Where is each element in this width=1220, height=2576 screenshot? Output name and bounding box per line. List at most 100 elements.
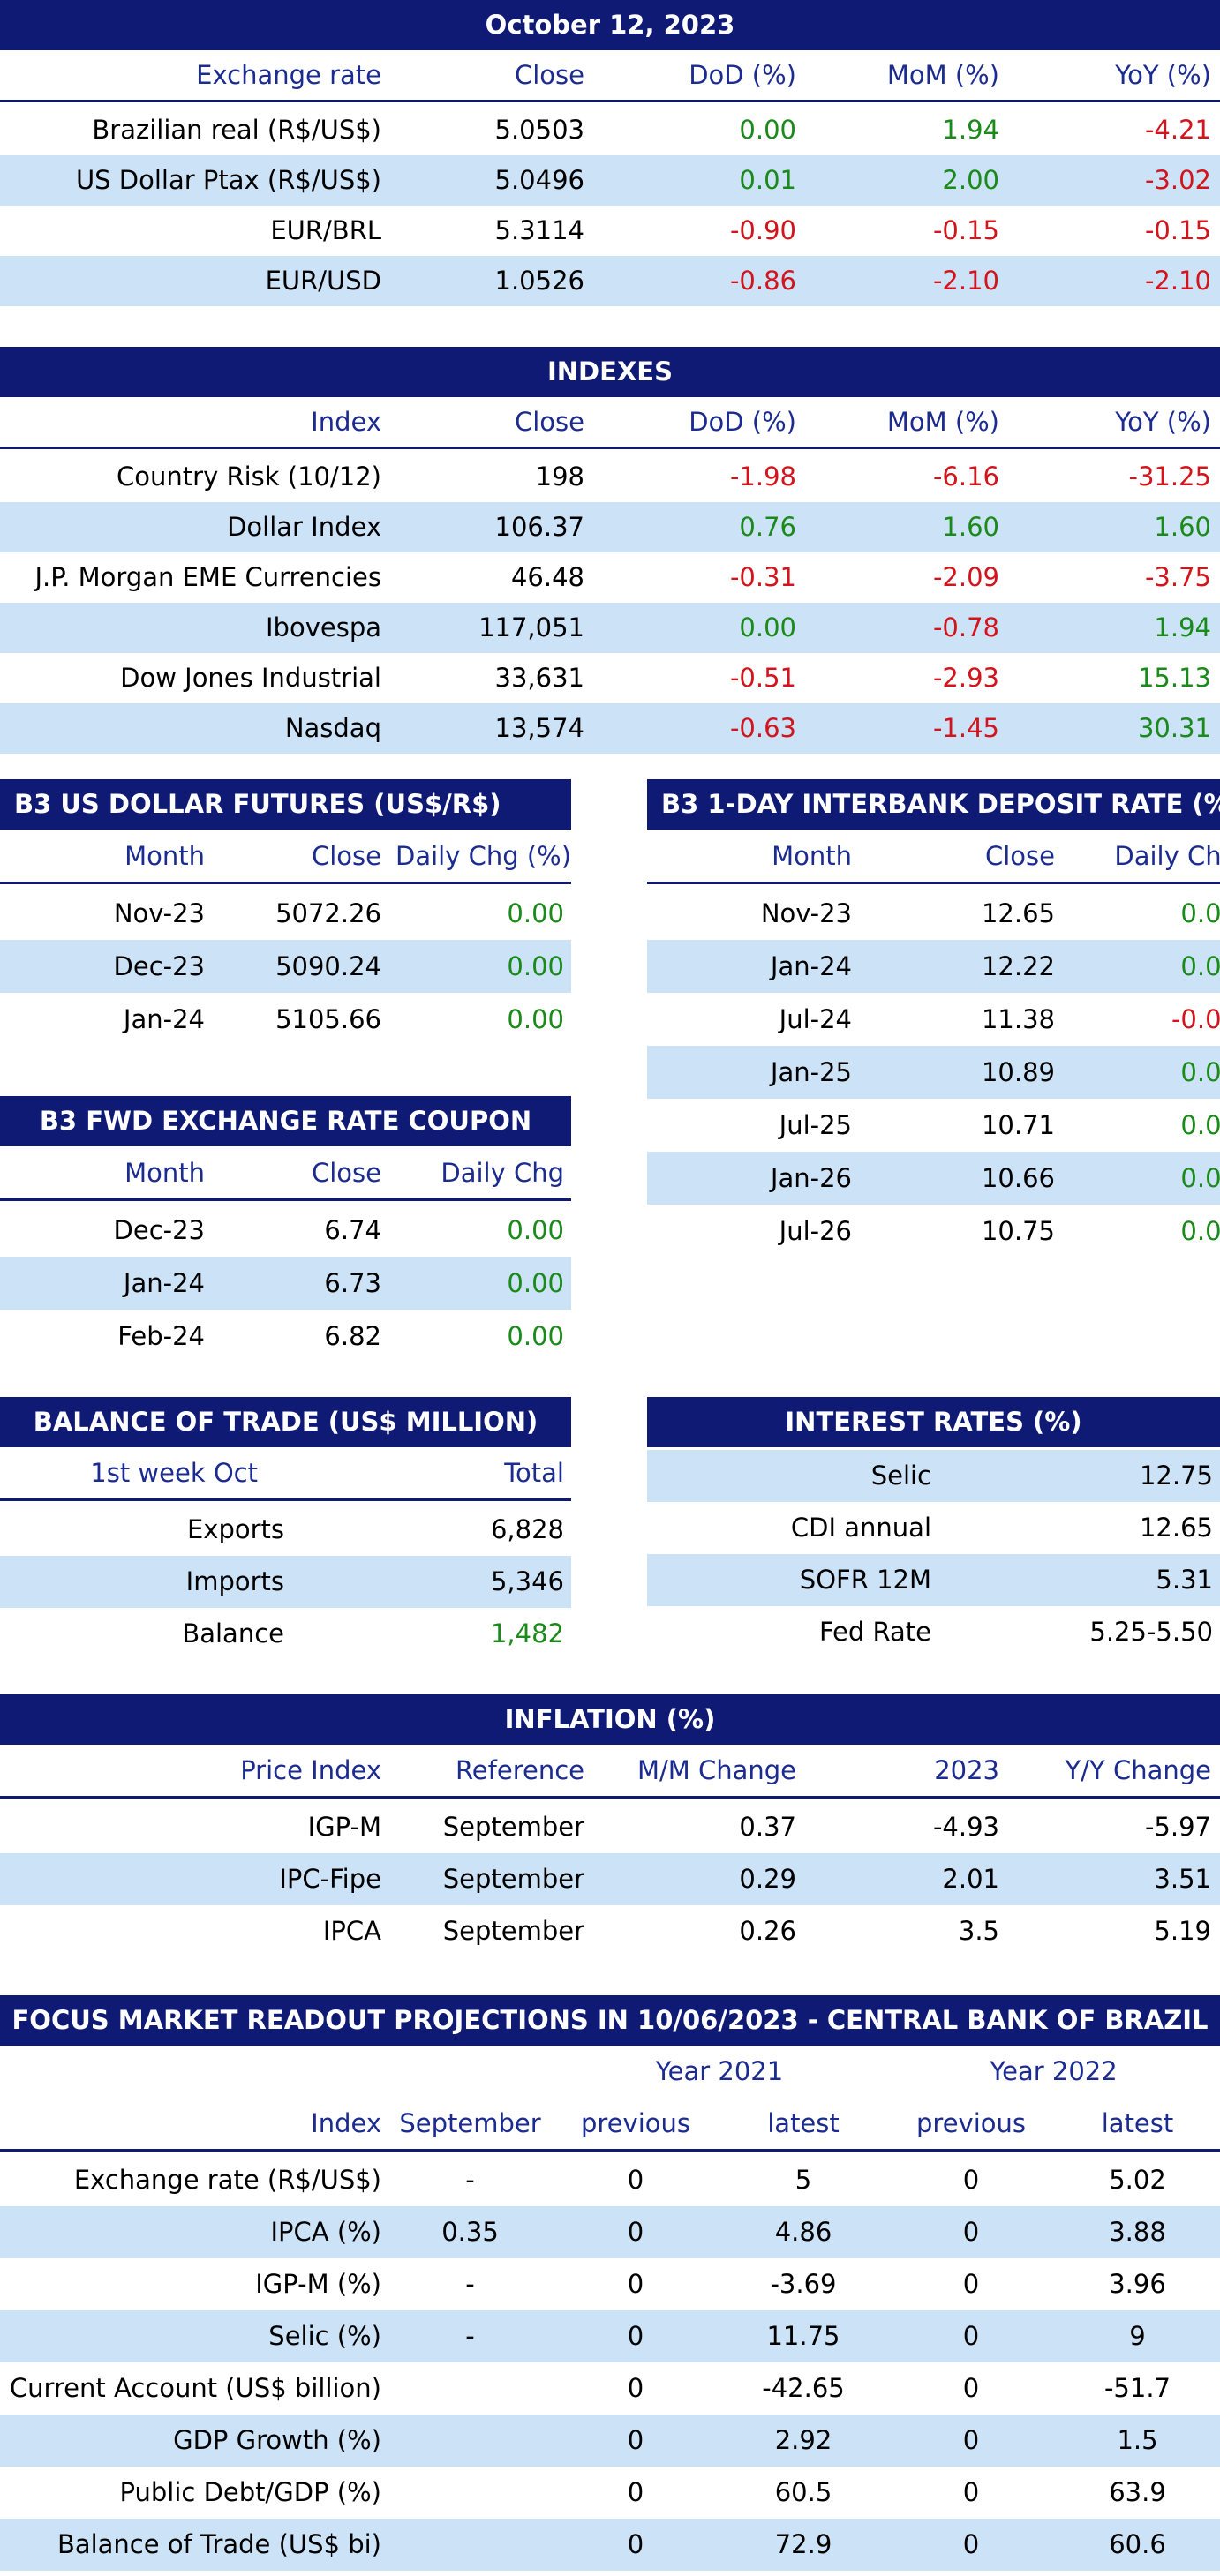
table-cell: -2.10 xyxy=(1144,266,1211,296)
row-label: Feb-24 xyxy=(117,1321,205,1351)
row-label: Nov-23 xyxy=(113,898,205,928)
table-cell: 0 xyxy=(962,2165,980,2195)
exchange-rate-table-title: October 12, 2023 xyxy=(0,0,1220,50)
table-cell: 0 xyxy=(627,2165,644,2195)
indexes-table-column-headers: Index Close DoD (%) MoM (%) YoY (%) xyxy=(0,397,1220,449)
table-row: IPCA (%) 0.35 0 4.86 0 3.88 xyxy=(0,2206,1220,2258)
table-cell: 5.25-5.50 xyxy=(1089,1617,1213,1647)
table-cell: -0.51 xyxy=(729,663,796,693)
table-cell: - xyxy=(465,2165,475,2195)
row-label: Dec-23 xyxy=(113,1215,205,1245)
balance-of-trade-table-column-headers: 1st week Oct Total xyxy=(0,1447,571,1501)
row-label: Balance xyxy=(182,1618,284,1648)
row-label: Selic (%) xyxy=(268,2321,381,2351)
row-label: Fed Rate xyxy=(818,1617,931,1647)
table-cell: -3.75 xyxy=(1144,562,1211,592)
column-header: DoD (%) xyxy=(689,60,796,90)
table-cell: 60.6 xyxy=(1109,2529,1166,2559)
column-header: Close xyxy=(515,60,584,90)
table-row: Jan-24 5105.66 0.00 xyxy=(0,993,571,1046)
table-cell: -3.69 xyxy=(770,2269,837,2299)
table-cell: -0.86 xyxy=(729,266,796,296)
table-cell: -0.01 xyxy=(1171,1004,1220,1034)
table-cell: 12.65 xyxy=(1139,1513,1213,1543)
table-row: Selic (%) - 0 11.75 0 9 xyxy=(0,2310,1220,2362)
row-label: Jul-24 xyxy=(779,1004,852,1034)
table-cell: 0 xyxy=(627,2425,644,2455)
column-header: latest xyxy=(1101,2108,1174,2138)
table-cell: 5105.66 xyxy=(275,1004,381,1034)
column-header: Y/Y Change xyxy=(1065,1755,1211,1785)
row-label: Public Debt/GDP (%) xyxy=(119,2477,381,2507)
row-label: Dec-23 xyxy=(113,951,205,981)
table-cell: -2.10 xyxy=(932,266,999,296)
table-row: IPCA September 0.26 3.5 5.19 xyxy=(0,1905,1220,1957)
table-cell: 12.65 xyxy=(981,898,1055,928)
table-cell: 46.48 xyxy=(510,562,584,592)
table-row: US Dollar Ptax (R$/US$) 5.0496 0.01 2.00 -3.… xyxy=(0,155,1220,206)
table-cell: -0.63 xyxy=(729,713,796,743)
column-header: Daily Chg xyxy=(441,1158,564,1188)
table-cell: 198 xyxy=(535,462,584,492)
table-cell: -51.7 xyxy=(1103,2373,1171,2403)
table-row: J.P. Morgan EME Currencies 46.48 -0.31 -2.0… xyxy=(0,552,1220,603)
row-label: Dow Jones Industrial xyxy=(120,663,381,693)
table-cell: 0.37 xyxy=(739,1812,796,1842)
table-cell: 0.02 xyxy=(1180,1163,1220,1193)
column-header: Close xyxy=(312,1158,381,1188)
table-cell: 0.03 xyxy=(1180,1216,1220,1246)
table-cell: 1.60 xyxy=(1154,512,1211,542)
table-cell: 0.29 xyxy=(739,1864,796,1894)
table-cell: 1.5 xyxy=(1117,2425,1158,2455)
table-cell: 12.75 xyxy=(1139,1461,1213,1491)
table-row: Jul-26 10.75 0.03 xyxy=(647,1205,1220,1258)
column-header: latest xyxy=(767,2108,840,2138)
table-cell: 1.0526 xyxy=(494,266,584,296)
table-cell: 1,482 xyxy=(490,1618,564,1648)
table-cell: 72.9 xyxy=(774,2529,832,2559)
table-row: IPC-Fipe September 0.29 2.01 3.51 xyxy=(0,1853,1220,1905)
column-header: Index xyxy=(311,407,381,437)
table-cell: 0 xyxy=(962,2477,980,2507)
column-header: Month xyxy=(124,1158,205,1188)
table-cell: 0 xyxy=(962,2373,980,2403)
table-row: Dow Jones Industrial 33,631 -0.51 -2.93 15.1… xyxy=(0,653,1220,703)
focus-projections-table-title: FOCUS MARKET READOUT PROJECTIONS IN 10/0… xyxy=(0,1995,1220,2046)
table-cell: - xyxy=(465,2321,475,2351)
column-header: Total xyxy=(504,1458,564,1488)
table-row: Jan-25 10.89 0.02 xyxy=(647,1046,1220,1099)
row-label: Ibovespa xyxy=(266,612,381,642)
table-cell: 0 xyxy=(627,2269,644,2299)
row-label: Jul-26 xyxy=(779,1216,852,1246)
table-row: Dec-23 5090.24 0.00 xyxy=(0,940,571,993)
row-label: Jan-25 xyxy=(770,1057,852,1087)
table-cell: 6.74 xyxy=(324,1215,381,1245)
table-row: GDP Growth (%) 0 2.92 0 1.5 xyxy=(0,2415,1220,2467)
inflation-table-column-headers: Price Index Reference M/M Change 2023 Y/Y Ch… xyxy=(0,1745,1220,1799)
table-cell: -31.25 xyxy=(1128,462,1212,492)
table-cell: September xyxy=(442,1916,584,1946)
table-cell: 0.00 xyxy=(739,612,796,642)
table-cell: - xyxy=(465,2269,475,2299)
row-label: Exchange rate (R$/US$) xyxy=(73,2165,381,2195)
row-label: Nov-23 xyxy=(760,898,852,928)
row-label: Balance of Trade (US$ bi) xyxy=(56,2529,381,2559)
column-header: DoD (%) xyxy=(689,407,796,437)
indexes-table-title: INDEXES xyxy=(0,347,1220,397)
column-header: Daily Chg xyxy=(1114,841,1220,871)
table-row: Nasdaq 13,574 -0.63 -1.45 30.31 xyxy=(0,703,1220,754)
table-cell: 2.00 xyxy=(942,165,999,195)
table-cell: 0.35 xyxy=(441,2217,499,2247)
table-cell: 0 xyxy=(962,2217,980,2247)
table-cell: 2.01 xyxy=(942,1864,999,1894)
table-row: Imports 5,346 xyxy=(0,1556,571,1608)
table-cell: 5.3114 xyxy=(494,215,584,245)
row-label: Current Account (US$ billion) xyxy=(9,2373,381,2403)
table-row: Exports 6,828 xyxy=(0,1504,571,1556)
table-row: Jan-24 6.73 0.00 xyxy=(0,1257,571,1310)
column-header: M/M Change xyxy=(636,1755,796,1785)
table-row: Feb-24 6.82 0.00 xyxy=(0,1310,571,1363)
year-group-header: Year 2021 xyxy=(655,2056,784,2086)
table-cell: 60.5 xyxy=(774,2477,832,2507)
table-cell: 0.00 xyxy=(507,1321,564,1351)
